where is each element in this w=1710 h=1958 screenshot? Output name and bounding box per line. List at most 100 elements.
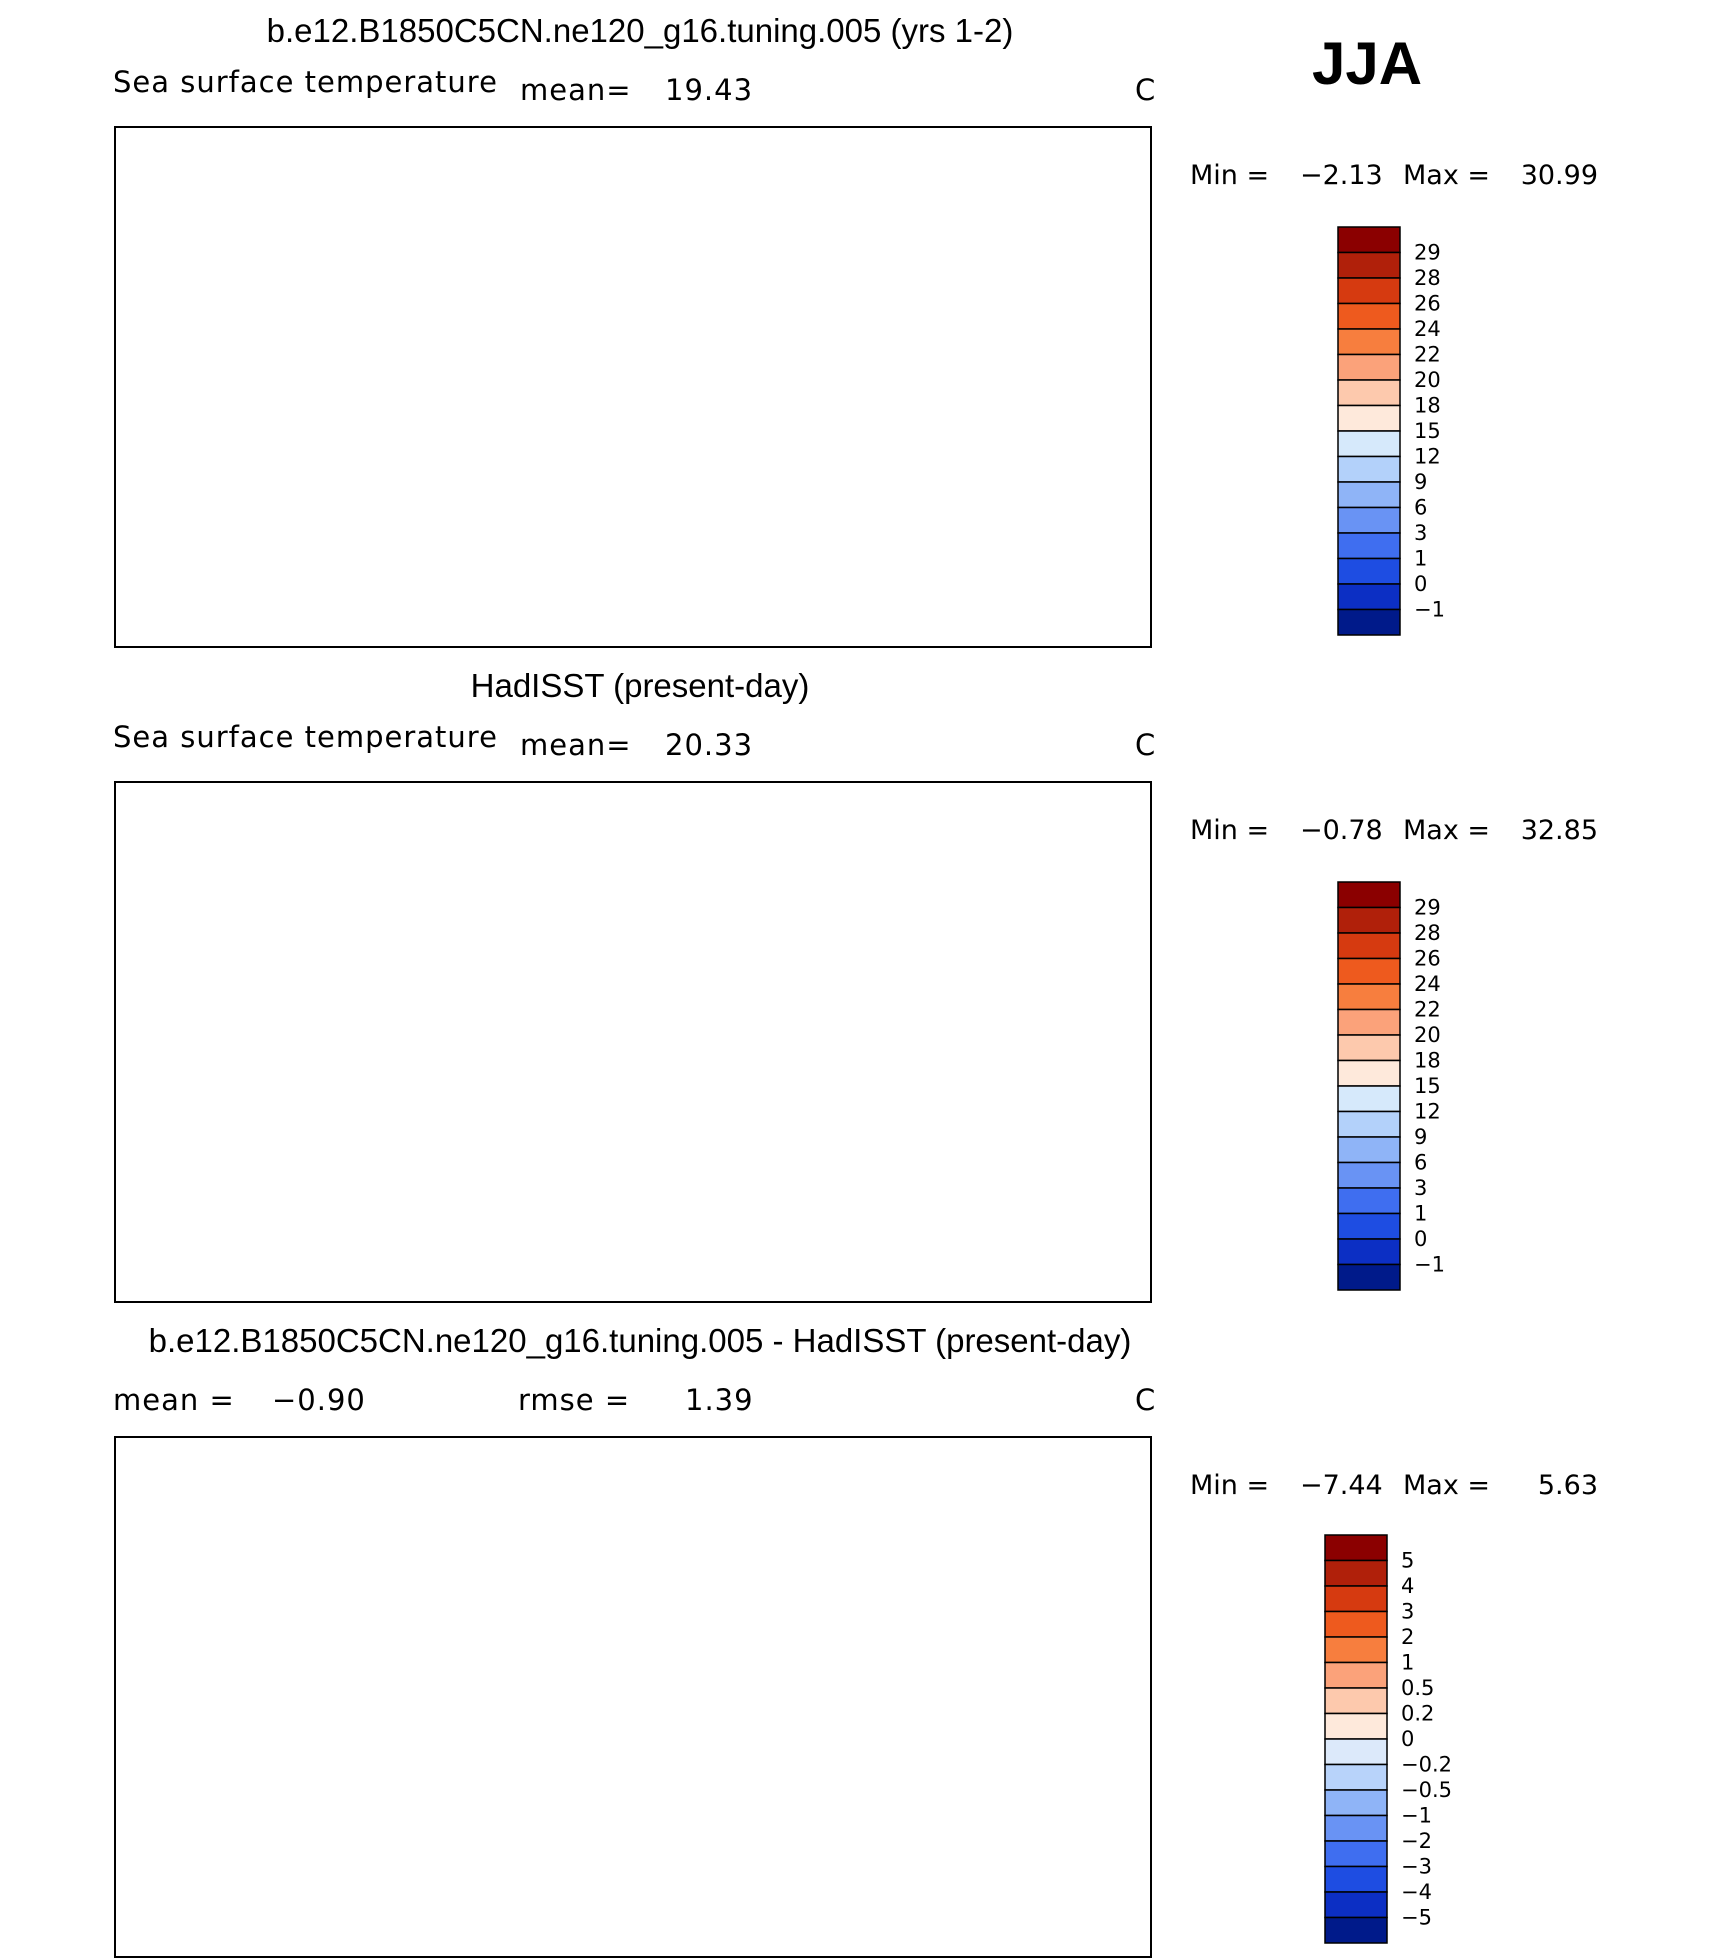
colorbar-tick-label: 0 bbox=[1401, 1727, 1414, 1751]
colorbar-swatch bbox=[1324, 1789, 1388, 1817]
units-label: C bbox=[1135, 73, 1156, 107]
colorbar-swatch bbox=[1337, 906, 1401, 934]
colorbar-tick-label: −1 bbox=[1414, 1253, 1445, 1277]
map bbox=[114, 126, 1152, 648]
colorbar-swatch bbox=[1337, 277, 1401, 305]
map bbox=[114, 781, 1152, 1303]
colorbar-swatch bbox=[1337, 881, 1401, 909]
season-label: JJA bbox=[1312, 30, 1422, 97]
panel-title: HadISST (present-day) bbox=[471, 667, 810, 704]
colorbar-swatch bbox=[1324, 1891, 1388, 1919]
colorbar-swatch bbox=[1337, 532, 1401, 560]
panel-3: b.e12.B1850C5CN.ne120_g16.tuning.005 - H… bbox=[113, 1322, 1598, 1958]
colorbar-swatch bbox=[1337, 1008, 1401, 1036]
colorbar-tick-label: 29 bbox=[1414, 241, 1441, 265]
colorbar-tick-label: 18 bbox=[1414, 1049, 1441, 1073]
colorbar-tick-label: −5 bbox=[1401, 1906, 1432, 1930]
min-label: Min = bbox=[1190, 160, 1269, 191]
colorbar-tick-label: 4 bbox=[1401, 1574, 1414, 1598]
colorbar-swatch bbox=[1324, 1814, 1388, 1842]
colorbar-tick-label: 6 bbox=[1414, 496, 1427, 520]
colorbar-swatch bbox=[1324, 1534, 1388, 1562]
colorbar-tick-label: 28 bbox=[1414, 921, 1441, 945]
colorbar-tick-label: 9 bbox=[1414, 470, 1427, 494]
colorbar-tick-label: −3 bbox=[1401, 1855, 1432, 1879]
mean-value: 19.43 bbox=[665, 73, 753, 107]
colorbar-swatch bbox=[1337, 302, 1401, 330]
colorbar-swatch bbox=[1337, 1161, 1401, 1189]
min-value: −7.44 bbox=[1300, 1470, 1383, 1501]
max-value: 5.63 bbox=[1538, 1470, 1598, 1501]
colorbar-swatch bbox=[1337, 404, 1401, 432]
colorbar-swatch bbox=[1337, 1085, 1401, 1113]
colorbar-swatch bbox=[1337, 608, 1401, 636]
panel-1: b.e12.B1850C5CN.ne120_g16.tuning.005 (yr… bbox=[113, 12, 1598, 648]
colorbar-swatch bbox=[1324, 1559, 1388, 1587]
panel-title: b.e12.B1850C5CN.ne120_g16.tuning.005 (yr… bbox=[267, 12, 1014, 49]
colorbar-swatch bbox=[1337, 957, 1401, 985]
max-label: Max = bbox=[1403, 1470, 1490, 1501]
min-value: −2.13 bbox=[1300, 160, 1383, 191]
colorbar-tick-label: 3 bbox=[1401, 1600, 1414, 1624]
colorbar-tick-label: −1 bbox=[1414, 598, 1445, 622]
colorbar-swatch bbox=[1337, 506, 1401, 534]
colorbar-tick-label: 28 bbox=[1414, 266, 1441, 290]
colorbar-swatch bbox=[1337, 932, 1401, 960]
colorbar-tick-label: −4 bbox=[1401, 1880, 1432, 1904]
colorbar-swatch bbox=[1324, 1636, 1388, 1664]
colorbar-swatch bbox=[1337, 1110, 1401, 1138]
colorbar-tick-label: −0.5 bbox=[1401, 1778, 1452, 1802]
colorbar-swatch bbox=[1324, 1661, 1388, 1689]
mean-value: 20.33 bbox=[665, 728, 753, 762]
colorbar-tick-label: 12 bbox=[1414, 445, 1441, 469]
max-value: 32.85 bbox=[1521, 815, 1598, 846]
colorbar-tick-label: 24 bbox=[1414, 972, 1441, 996]
mean-value: −0.90 bbox=[272, 1383, 366, 1417]
colorbar-tick-label: 24 bbox=[1414, 317, 1441, 341]
panel-2: HadISST (present-day) Sea surface tempera… bbox=[113, 667, 1598, 1303]
rmse-value: 1.39 bbox=[685, 1383, 754, 1417]
min-value: −0.78 bbox=[1300, 815, 1383, 846]
colorbar-swatch bbox=[1337, 1187, 1401, 1215]
colorbar-swatch bbox=[1337, 1136, 1401, 1164]
colorbar-tick-label: 6 bbox=[1414, 1151, 1427, 1175]
map-frame bbox=[114, 126, 1152, 648]
colorbar-tick-label: 15 bbox=[1414, 1074, 1441, 1098]
colorbar-tick-label: −2 bbox=[1401, 1829, 1432, 1853]
colorbar-swatch bbox=[1324, 1585, 1388, 1613]
colorbar-swatch bbox=[1324, 1916, 1388, 1944]
max-label: Max = bbox=[1403, 815, 1490, 846]
colorbar-swatch bbox=[1337, 379, 1401, 407]
max-label: Max = bbox=[1403, 160, 1490, 191]
colorbar-tick-label: 22 bbox=[1414, 343, 1441, 367]
colorbar-tick-label: 0 bbox=[1414, 572, 1427, 596]
colorbar-swatch bbox=[1337, 1059, 1401, 1087]
colorbar-swatch bbox=[1337, 583, 1401, 611]
colorbar-swatch bbox=[1337, 353, 1401, 381]
colorbar-swatch bbox=[1324, 1865, 1388, 1893]
colorbar-tick-label: 20 bbox=[1414, 368, 1441, 392]
map-frame bbox=[114, 1436, 1152, 1958]
panel-title: b.e12.B1850C5CN.ne120_g16.tuning.005 - H… bbox=[149, 1322, 1132, 1359]
colorbar-swatch bbox=[1324, 1840, 1388, 1868]
colorbar-tick-label: 22 bbox=[1414, 998, 1441, 1022]
colorbar-swatch bbox=[1337, 430, 1401, 458]
mean-label: mean = bbox=[113, 1383, 235, 1417]
units-label: C bbox=[1135, 1383, 1156, 1417]
colorbar-swatch bbox=[1337, 1034, 1401, 1062]
colorbar-swatch bbox=[1324, 1738, 1388, 1766]
colorbar-tick-label: 9 bbox=[1414, 1125, 1427, 1149]
colorbar-tick-label: 0.2 bbox=[1401, 1702, 1434, 1726]
units-label: C bbox=[1135, 728, 1156, 762]
colorbar-tick-label: 0 bbox=[1414, 1227, 1427, 1251]
colorbar-swatch bbox=[1324, 1712, 1388, 1740]
colorbar-tick-label: 20 bbox=[1414, 1023, 1441, 1047]
colorbar-tick-label: 26 bbox=[1414, 947, 1441, 971]
variable-label: Sea surface temperature bbox=[113, 65, 498, 99]
colorbar-tick-label: 1 bbox=[1414, 1202, 1427, 1226]
colorbar-swatch bbox=[1337, 226, 1401, 254]
